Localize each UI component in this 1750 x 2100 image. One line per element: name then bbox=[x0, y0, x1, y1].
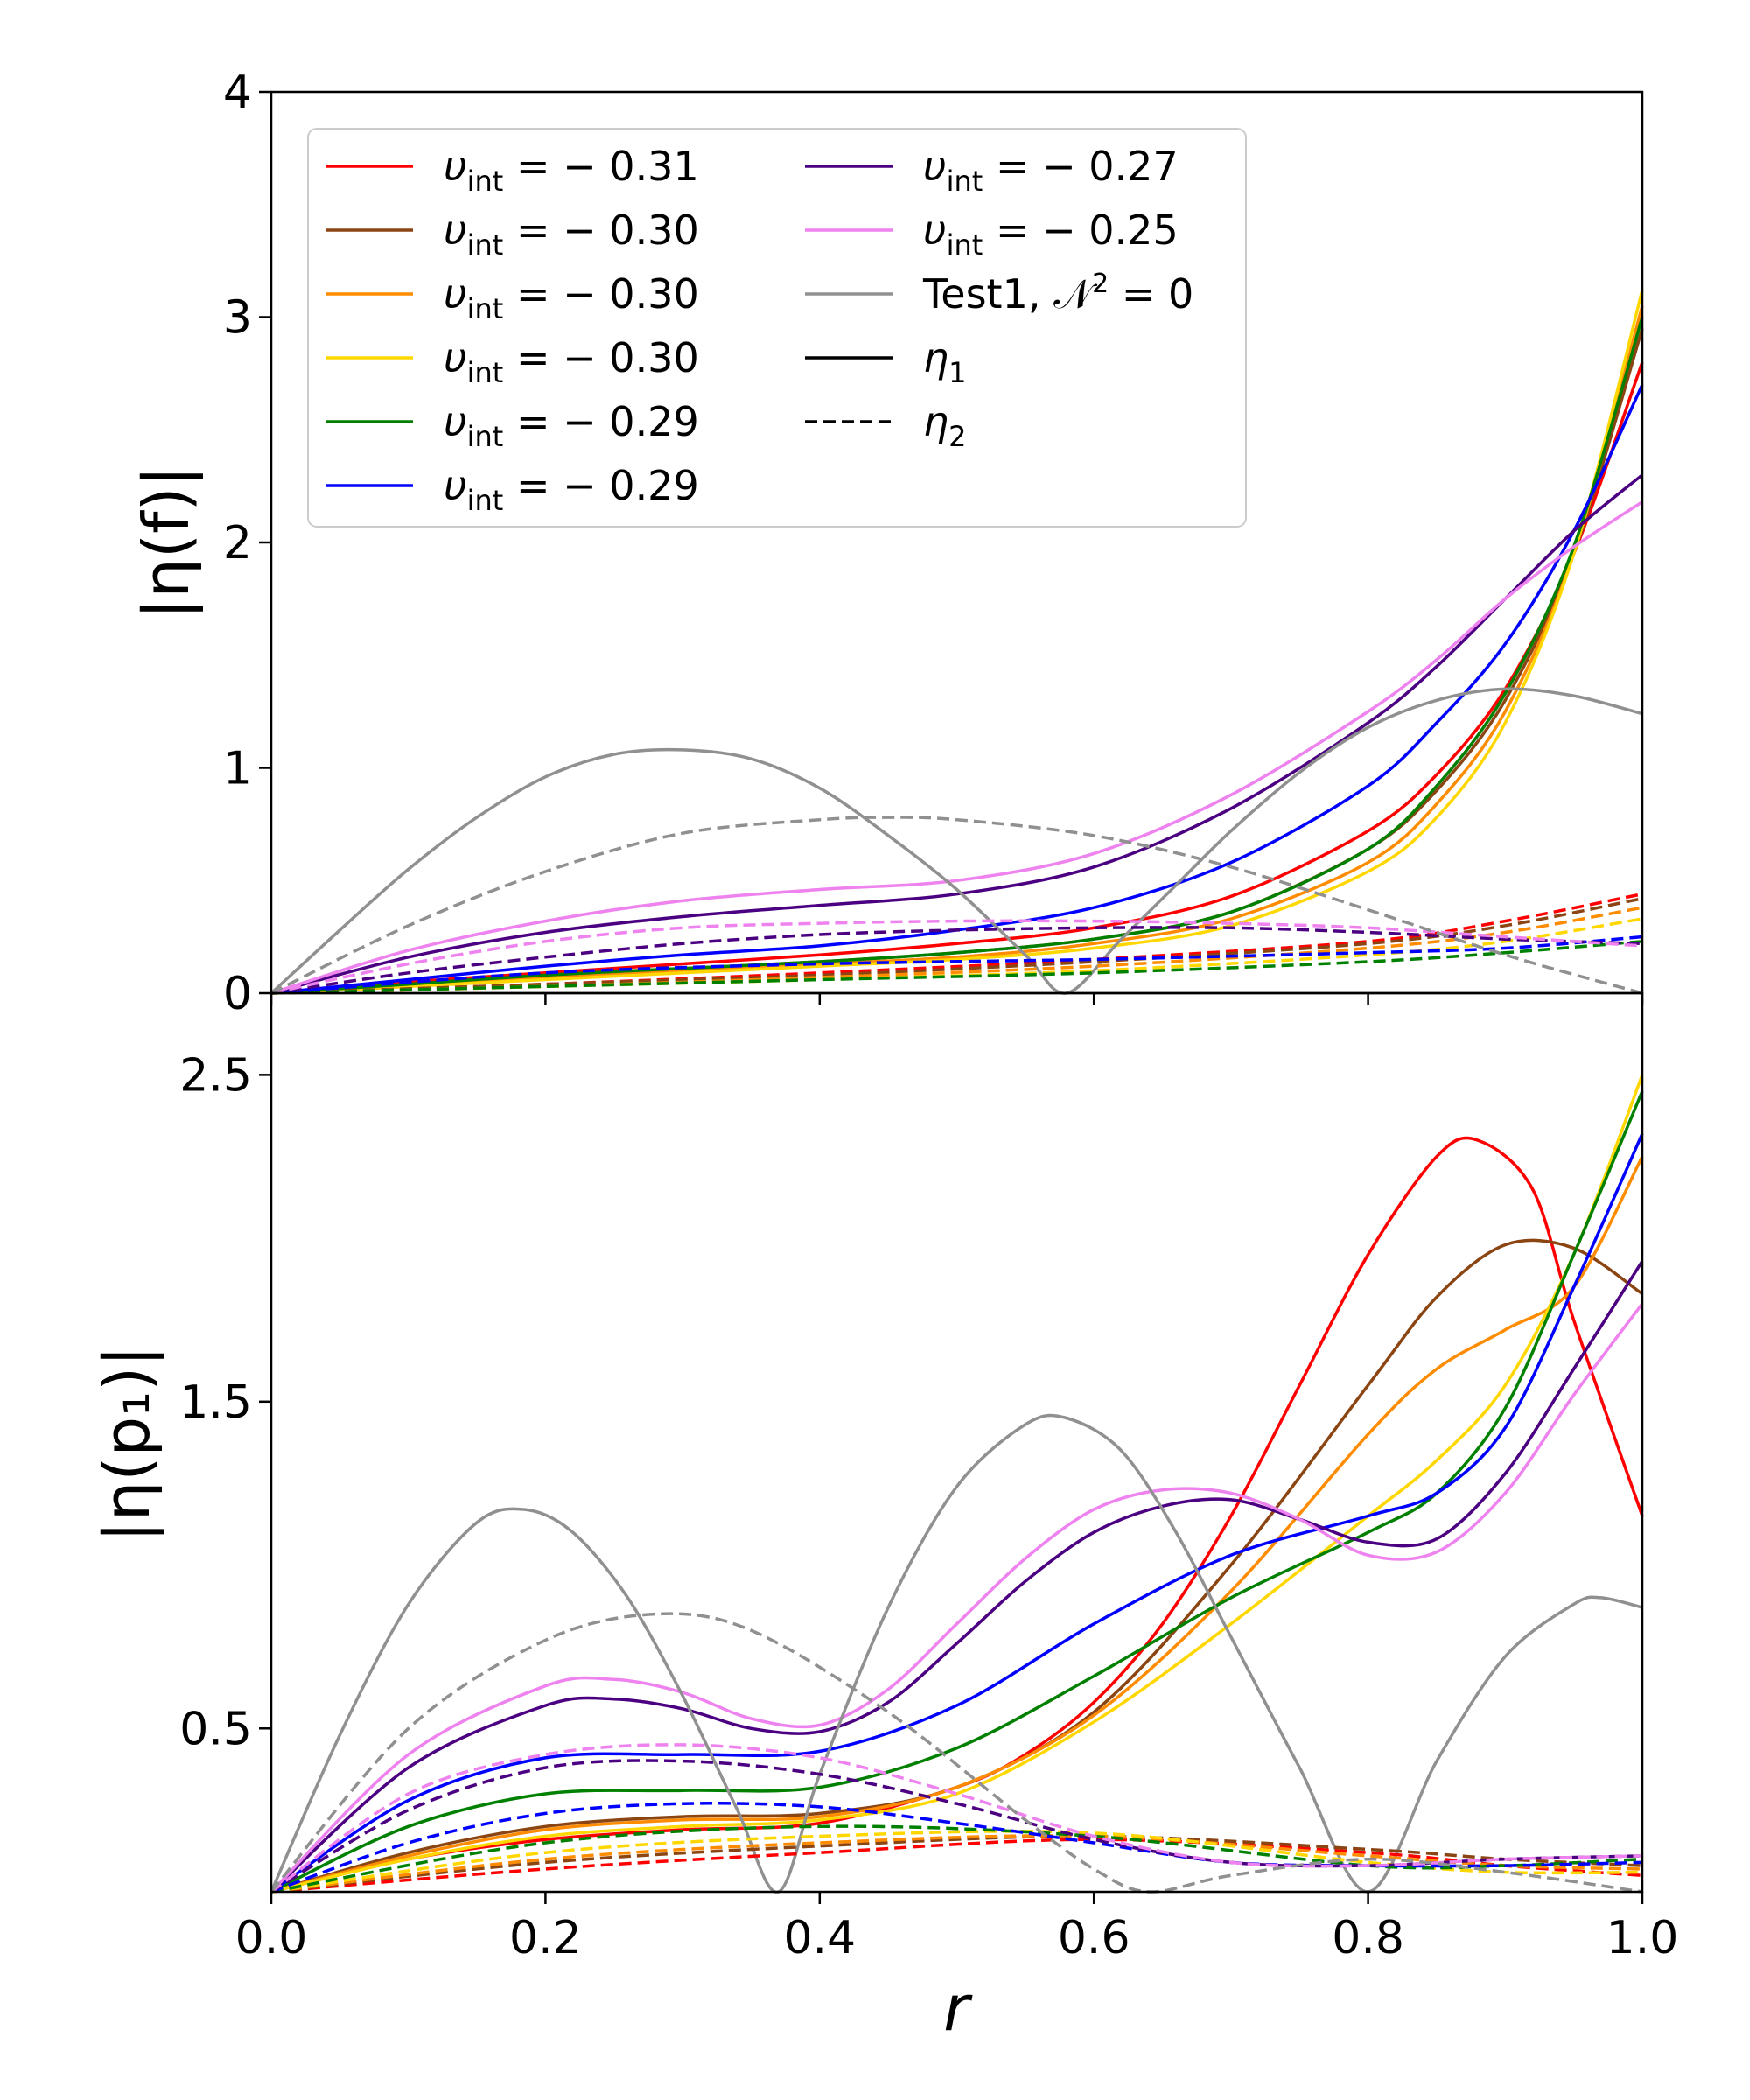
bottom-x-ticks: 0.0 0.2 0.4 0.6 0.8 1.0 bbox=[235, 1892, 1679, 1964]
x-tick-label-1: 0.2 bbox=[509, 1912, 582, 1964]
legend-label-6: υint = − 0.27 bbox=[923, 143, 1179, 198]
bottom-y-tick-label-2: 2.5 bbox=[179, 1049, 252, 1102]
top-y-tick-label-0: 0 bbox=[223, 968, 252, 1020]
top-x-ticks bbox=[270, 993, 1644, 1005]
top-series-line-10 bbox=[270, 897, 1643, 995]
top-series-line-4 bbox=[270, 317, 1644, 995]
bottom-series-line-11 bbox=[270, 1834, 1643, 1894]
legend-label-7: υint = − 0.25 bbox=[923, 206, 1179, 262]
legend: υint = − 0.31 υint = − 0.30 υint = − 0.30 υ… bbox=[307, 128, 1247, 528]
bottom-y-ticks: 0.5 1.5 2.5 bbox=[179, 1049, 271, 1755]
x-axis-label: r bbox=[943, 1971, 973, 2045]
legend-entries: υint = − 0.31 υint = − 0.30 υint = − 0.30 υ… bbox=[326, 143, 1194, 517]
legend-label-2: υint = − 0.30 bbox=[444, 270, 699, 326]
top-y-tick-label-1: 1 bbox=[223, 743, 252, 795]
top-series-group bbox=[270, 290, 1644, 995]
bottom-series-line-13 bbox=[270, 1824, 1643, 1894]
top-y-tick-label-2: 2 bbox=[223, 517, 252, 570]
bottom-series-line-5 bbox=[270, 1132, 1644, 1894]
legend-label-9: η1 bbox=[923, 334, 967, 389]
bottom-plot-frame bbox=[270, 991, 1644, 1894]
top-series-line-8 bbox=[270, 687, 1643, 995]
top-series-line-2 bbox=[270, 305, 1644, 995]
bottom-series-line-6 bbox=[270, 1260, 1644, 1894]
legend-label-8: Test1, 𝒩2 = 0 bbox=[922, 269, 1194, 318]
legend-label-10: η2 bbox=[923, 398, 967, 453]
bottom-series-line-17 bbox=[270, 1612, 1643, 1894]
top-series-line-6 bbox=[270, 473, 1644, 995]
legend-label-4: υint = − 0.29 bbox=[444, 398, 699, 453]
legend-label-5: υint = − 0.29 bbox=[444, 462, 699, 517]
top-series-line-13 bbox=[270, 940, 1643, 995]
bottom-series-line-0 bbox=[270, 1136, 1644, 1894]
x-tick-label-0: 0.0 bbox=[235, 1912, 308, 1964]
x-tick-label-2: 0.4 bbox=[783, 1912, 856, 1964]
bottom-series-line-3 bbox=[270, 1074, 1644, 1894]
bottom-series-line-4 bbox=[270, 1090, 1644, 1894]
bottom-series-line-7 bbox=[270, 1302, 1644, 1894]
top-series-line-5 bbox=[270, 384, 1644, 995]
bottom-y-tick-label-0: 0.5 bbox=[179, 1703, 252, 1755]
bottom-series-line-15 bbox=[270, 1759, 1643, 1894]
top-series-line-3 bbox=[270, 290, 1644, 995]
bottom-y-axis-label: |η(p₁)| bbox=[90, 1346, 164, 1543]
bottom-panel: 0.5 1.5 2.5 0.0 0.2 0.4 0.6 0.8 1.0 |η(p₁)| r bbox=[90, 991, 1679, 2045]
legend-box bbox=[307, 128, 1247, 528]
bottom-series-line-12 bbox=[270, 1830, 1643, 1894]
bottom-series-line-8 bbox=[270, 1413, 1643, 1894]
bottom-y-tick-label-1: 1.5 bbox=[179, 1376, 252, 1429]
legend-label-1: υint = − 0.30 bbox=[444, 206, 699, 262]
legend-label-0: υint = − 0.31 bbox=[444, 143, 699, 198]
x-tick-label-4: 0.8 bbox=[1332, 1912, 1404, 1964]
bottom-series-line-16 bbox=[270, 1743, 1643, 1894]
x-tick-label-5: 1.0 bbox=[1606, 1912, 1679, 1964]
top-y-tick-label-4: 4 bbox=[223, 66, 252, 119]
bottom-series-line-14 bbox=[270, 1802, 1643, 1894]
top-y-axis-label: |η(f)| bbox=[130, 466, 204, 620]
top-series-line-15 bbox=[270, 926, 1643, 995]
bottom-series-group bbox=[270, 1074, 1644, 1894]
top-y-tick-label-3: 3 bbox=[223, 292, 252, 345]
x-tick-label-3: 0.6 bbox=[1058, 1912, 1130, 1964]
top-series-line-16 bbox=[270, 919, 1643, 995]
top-series-line-7 bbox=[270, 500, 1643, 995]
legend-label-3: υint = − 0.30 bbox=[444, 334, 699, 389]
top-y-ticks: 0 1 2 3 4 bbox=[223, 66, 271, 1020]
bottom-series-line-2 bbox=[270, 1155, 1644, 1894]
top-series-line-17 bbox=[270, 816, 1643, 995]
bottom-series-line-1 bbox=[270, 1238, 1643, 1894]
